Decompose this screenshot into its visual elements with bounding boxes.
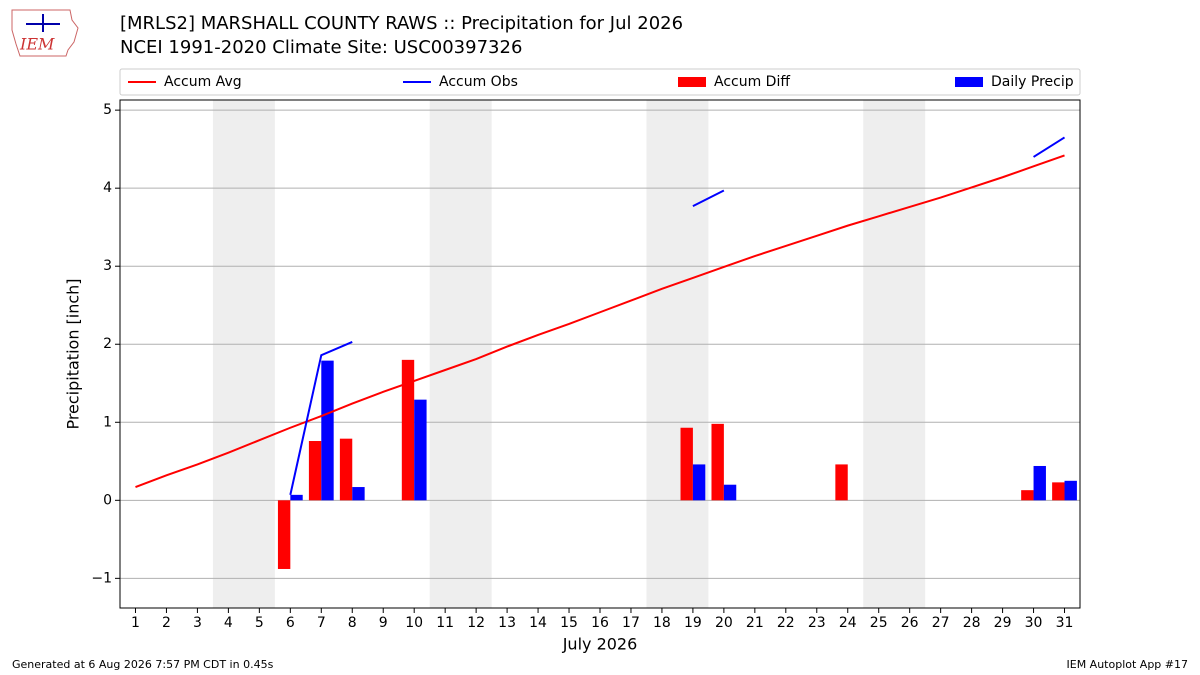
- x-tick-label: 11: [436, 615, 454, 631]
- legend-swatch: [955, 77, 983, 87]
- y-tick-label: 4: [103, 180, 112, 196]
- bar: [1021, 490, 1034, 501]
- weekend-shade: [646, 100, 709, 608]
- x-tick-label: 24: [839, 615, 857, 631]
- x-tick-label: 17: [622, 615, 640, 631]
- x-tick-label: 23: [808, 615, 826, 631]
- x-tick-label: 22: [777, 615, 795, 631]
- legend-box: [119, 68, 1081, 96]
- footer-left: Generated at 6 Aug 2026 7:57 PM CDT in 0…: [12, 658, 274, 671]
- legend-label: Daily Precip: [991, 74, 1074, 90]
- legend-label: Accum Diff: [714, 74, 790, 90]
- bar: [835, 464, 848, 501]
- x-tick-label: 1: [131, 615, 140, 631]
- bar: [711, 423, 724, 501]
- y-tick-label: 1: [103, 414, 112, 430]
- x-tick-label: 20: [715, 615, 733, 631]
- bar: [1033, 465, 1046, 501]
- x-tick-label: 19: [684, 615, 702, 631]
- legend-label: Accum Avg: [164, 74, 242, 90]
- y-tick-label: 2: [103, 336, 112, 352]
- svg-text:IEM: IEM: [19, 35, 55, 54]
- x-tick-label: 6: [286, 615, 295, 631]
- bar: [401, 359, 415, 501]
- x-tick-label: 26: [901, 615, 919, 631]
- bar: [723, 484, 737, 501]
- bar: [692, 464, 706, 501]
- x-tick-label: 4: [224, 615, 233, 631]
- bar: [290, 494, 303, 501]
- x-tick-label: 27: [932, 615, 950, 631]
- weekend-shade: [212, 100, 275, 608]
- x-tick-label: 29: [994, 615, 1012, 631]
- bar: [414, 399, 427, 501]
- y-tick-label: 0: [103, 492, 112, 508]
- x-tick-label: 25: [870, 615, 888, 631]
- x-tick-label: 9: [379, 615, 388, 631]
- plot-frame: [119, 99, 1081, 609]
- x-tick-label: 31: [1056, 615, 1074, 631]
- x-tick-label: 14: [529, 615, 547, 631]
- x-tick-label: 30: [1025, 615, 1043, 631]
- bar: [680, 427, 693, 501]
- chart-title: [MRLS2] MARSHALL COUNTY RAWS :: Precipit…: [120, 13, 683, 34]
- x-tick-label: 12: [467, 615, 485, 631]
- x-tick-label: 13: [498, 615, 516, 631]
- x-tick-label: 16: [591, 615, 609, 631]
- line-series: [135, 154, 1065, 488]
- bar: [1064, 480, 1077, 501]
- y-axis-label: Precipitation [inch]: [64, 278, 83, 429]
- x-tick-label: 5: [255, 615, 264, 631]
- bar: [1052, 482, 1065, 501]
- y-tick-label: −1: [91, 570, 112, 586]
- weekend-shade: [863, 100, 926, 608]
- y-tick-label: 3: [103, 258, 112, 274]
- x-tick-label: 21: [746, 615, 764, 631]
- bar: [277, 500, 291, 569]
- x-tick-label: 28: [963, 615, 981, 631]
- x-tick-label: 2: [162, 615, 171, 631]
- x-tick-label: 18: [653, 615, 671, 631]
- y-tick-label: 5: [103, 102, 112, 118]
- bar: [321, 360, 334, 501]
- x-tick-label: 8: [348, 615, 357, 631]
- legend-label: Accum Obs: [439, 74, 518, 90]
- legend-swatch: [678, 77, 706, 87]
- footer-right: IEM Autoplot App #17: [1067, 658, 1189, 671]
- x-tick-label: 15: [560, 615, 578, 631]
- chart-subtitle: NCEI 1991-2020 Climate Site: USC00397326: [120, 37, 522, 58]
- x-axis-label: July 2026: [562, 635, 638, 654]
- iem-logo: IEM: [11, 9, 79, 57]
- line-series: [289, 136, 1066, 496]
- x-tick-label: 7: [317, 615, 326, 631]
- bar: [308, 441, 322, 501]
- bar: [339, 438, 353, 501]
- weekend-shade: [429, 100, 492, 608]
- x-tick-label: 10: [405, 615, 423, 631]
- bar: [352, 487, 365, 501]
- x-tick-label: 3: [193, 615, 202, 631]
